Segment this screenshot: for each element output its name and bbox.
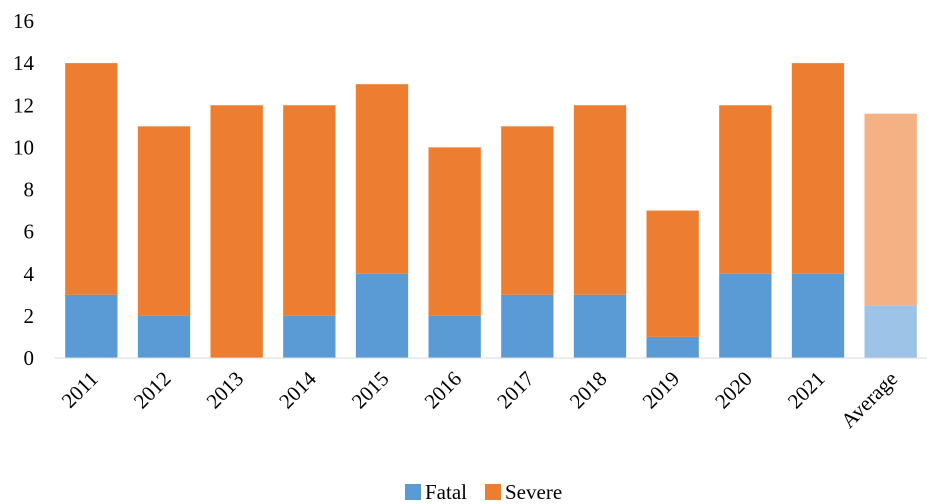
bar-severe-2020 [719, 105, 772, 274]
bar-fatal-2018 [573, 294, 627, 358]
x-tick-label-2021: 2021 [783, 367, 830, 414]
y-tick-label-14: 14 [13, 51, 35, 75]
bar-severe-2013 [210, 105, 263, 358]
bar-severe-2017 [501, 126, 554, 295]
x-tick-label-2018: 2018 [565, 367, 612, 414]
bar-severe-2015 [355, 84, 409, 274]
x-tick-label-2015: 2015 [347, 367, 394, 414]
y-tick-label-12: 12 [13, 93, 34, 117]
x-tick-label-2011: 2011 [57, 367, 103, 413]
bar-fatal-2015 [355, 273, 409, 358]
bar-severe-2016 [428, 147, 481, 316]
y-tick-label-6: 6 [24, 220, 35, 244]
x-tick-label-2012: 2012 [129, 367, 176, 414]
x-tick-label-average: Average [836, 367, 902, 433]
bar-fatal-average [864, 305, 917, 358]
bar-severe-2011 [65, 63, 118, 295]
bar-severe-2018 [573, 105, 627, 295]
y-tick-label-4: 4 [24, 262, 35, 286]
bar-fatal-2014 [283, 315, 336, 358]
bar-fatal-2012 [137, 315, 191, 358]
bar-severe-2014 [283, 105, 336, 316]
bar-fatal-2020 [719, 273, 772, 358]
x-tick-label-2013: 2013 [202, 367, 249, 414]
legend-swatch-severe [485, 484, 501, 500]
bar-severe-2019 [646, 210, 699, 337]
y-tick-label-2: 2 [24, 304, 35, 328]
x-tick-label-2016: 2016 [420, 367, 467, 414]
x-axis: 2011 2012 2013 2014 2015 2016 2017 2018 2019 2020… [57, 366, 902, 433]
y-tick-label-0: 0 [24, 346, 35, 370]
y-axis: 0 2 4 6 8 10 12 14 16 [13, 9, 35, 370]
bar-fatal-2021 [791, 273, 845, 358]
bar-fatal-2011 [65, 294, 118, 358]
y-tick-label-16: 16 [13, 9, 34, 33]
bars [65, 63, 917, 358]
bar-fatal-2017 [501, 294, 554, 358]
x-tick-label-2019: 2019 [638, 367, 685, 414]
bar-fatal-2016 [428, 315, 481, 358]
legend-label-fatal: Fatal [425, 480, 467, 504]
x-tick-label-2020: 2020 [710, 367, 757, 414]
x-tick-label-2017: 2017 [492, 367, 539, 414]
legend: Fatal Severe [405, 480, 562, 504]
y-tick-label-10: 10 [13, 135, 34, 159]
legend-swatch-fatal [405, 484, 421, 500]
y-tick-label-8: 8 [24, 178, 35, 202]
legend-label-severe: Severe [505, 480, 562, 504]
bar-severe-average [864, 113, 917, 306]
bar-fatal-2019 [646, 336, 699, 358]
bar-severe-2012 [137, 126, 191, 316]
x-tick-label-2014: 2014 [274, 366, 321, 413]
bar-severe-2021 [791, 63, 845, 274]
